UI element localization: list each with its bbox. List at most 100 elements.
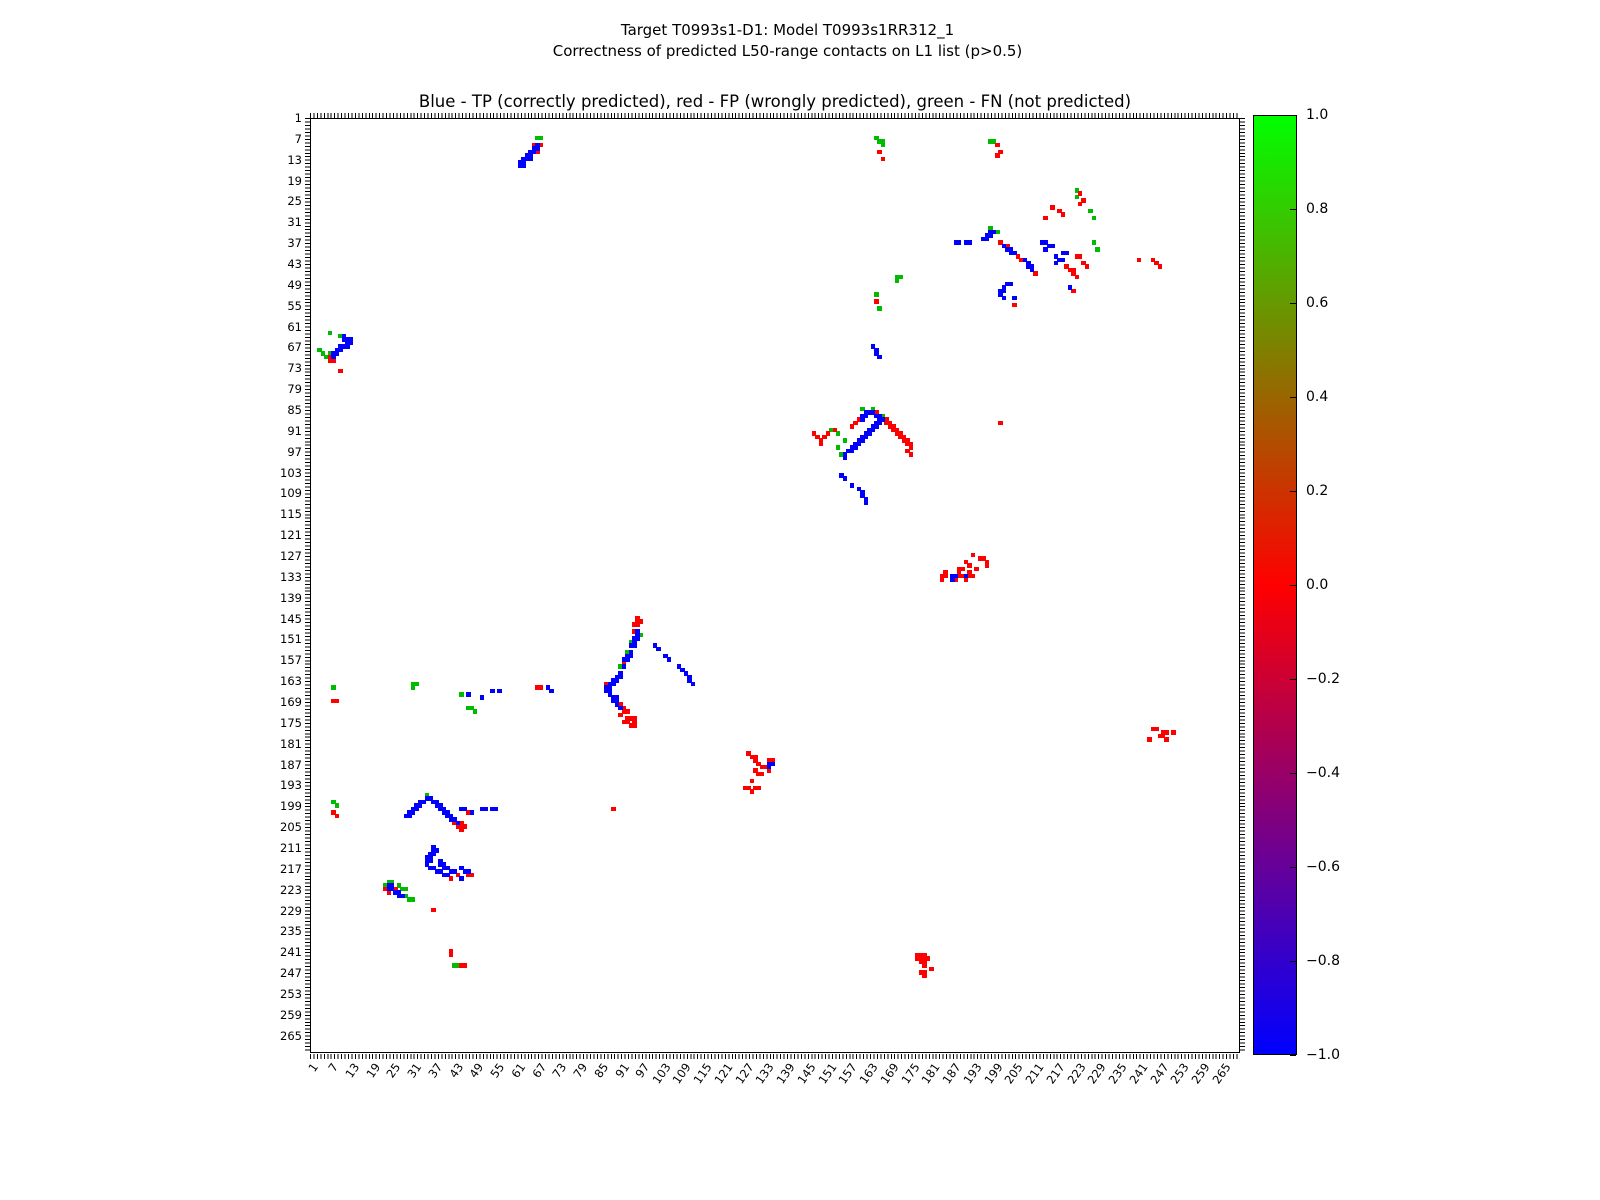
x-tick-label: 241 xyxy=(1126,1060,1151,1087)
y-tick-label: 181 xyxy=(280,736,302,751)
contact-point-fp xyxy=(925,956,931,961)
contact-point-fn xyxy=(538,135,544,141)
contact-point-tp xyxy=(967,240,972,245)
x-tick-label: 247 xyxy=(1147,1060,1172,1087)
x-tick-label: 169 xyxy=(877,1060,902,1087)
contact-point-fn xyxy=(410,685,416,690)
y-tick-label: 85 xyxy=(287,403,302,417)
colorbar-tick-label: −0.6 xyxy=(1306,859,1340,875)
contact-point-tp xyxy=(877,413,882,419)
figure-title-line1: Target T0993s1-D1: Model T0993s1RR312_1 xyxy=(620,21,955,39)
contact-point-fn xyxy=(1074,194,1080,200)
contact-point-tp xyxy=(428,858,433,864)
contact-point-tp xyxy=(870,410,876,415)
contact-point-tp xyxy=(1001,295,1007,301)
contact-point-tp xyxy=(1053,260,1059,266)
y-tick-label: 79 xyxy=(287,382,302,397)
contact-point-fp xyxy=(939,577,945,582)
contact-point-fp xyxy=(746,785,751,791)
contact-point-fp xyxy=(1157,733,1163,739)
colorbar-tick-mark xyxy=(1290,1054,1296,1056)
colorbar-tick-label: 1.0 xyxy=(1306,107,1329,123)
contact-point-fp xyxy=(770,758,775,763)
contact-point-tp xyxy=(448,869,454,874)
contact-point-fn xyxy=(874,292,879,297)
contact-point-fp xyxy=(753,768,758,773)
contact-point-tp xyxy=(770,761,775,767)
contact-point-fp xyxy=(766,768,772,773)
contact-point-fp xyxy=(981,556,986,561)
x-tick-label: 139 xyxy=(773,1060,798,1087)
contact-point-fp xyxy=(856,417,862,422)
contact-point-fp xyxy=(956,566,962,572)
x-tick-label: 73 xyxy=(549,1060,570,1081)
contact-point-fn xyxy=(410,897,416,902)
contact-point-tp xyxy=(874,347,879,353)
contact-point-fp xyxy=(977,556,983,561)
colorbar-tick-mark xyxy=(1290,866,1296,868)
contact-point-fp xyxy=(466,872,471,878)
contact-point-fp xyxy=(1012,302,1017,308)
contact-point-fp xyxy=(635,615,640,621)
contact-point-tp xyxy=(348,337,354,342)
contact-point-tp xyxy=(1060,250,1066,256)
contact-point-fp xyxy=(998,149,1003,155)
x-tick-label: 235 xyxy=(1105,1060,1130,1087)
contact-point-tp xyxy=(842,452,848,457)
contact-point-fn xyxy=(880,139,886,144)
contact-point-tp xyxy=(517,163,523,169)
contact-point-tp xyxy=(611,678,616,683)
contact-point-fn xyxy=(877,306,882,311)
contact-point-tp xyxy=(1039,240,1045,245)
contact-point-fn xyxy=(628,639,634,645)
contact-point-tp xyxy=(490,688,495,694)
contact-point-fp xyxy=(953,577,959,582)
contact-point-tp xyxy=(984,236,990,242)
contact-point-fp xyxy=(742,785,748,791)
contact-point-fp xyxy=(943,570,948,575)
contact-point-tp xyxy=(687,678,692,683)
y-tick-label: 19 xyxy=(287,173,302,188)
contact-point-fp xyxy=(922,970,927,975)
contact-point-tp xyxy=(417,799,423,805)
y-tick-label: 229 xyxy=(280,903,302,918)
contact-point-fp xyxy=(908,452,914,457)
contact-point-tp xyxy=(1012,250,1017,256)
y-axis-minor-ticks-left xyxy=(305,118,310,1053)
contact-point-fp xyxy=(970,552,976,558)
contact-point-tp xyxy=(459,865,464,871)
contact-point-tp xyxy=(842,455,848,461)
contact-point-tp xyxy=(877,354,882,360)
contact-point-tp xyxy=(441,810,447,815)
y-tick-label: 175 xyxy=(280,715,302,730)
x-tick-label: 103 xyxy=(649,1060,674,1087)
contact-point-fp xyxy=(984,559,990,565)
contact-point-fp xyxy=(327,354,333,360)
x-tick-label: 109 xyxy=(669,1060,695,1087)
contact-point-fp xyxy=(448,952,454,958)
contact-point-fn xyxy=(407,897,412,902)
contact-point-tp xyxy=(459,876,464,881)
contact-point-tp xyxy=(424,862,430,867)
contact-point-tp xyxy=(441,872,447,878)
contact-point-fp xyxy=(967,573,972,579)
contact-point-fp xyxy=(618,702,623,707)
contact-point-fp xyxy=(995,153,1000,158)
contact-point-tp xyxy=(652,643,658,648)
contact-point-tp xyxy=(956,240,962,245)
x-tick-label: 67 xyxy=(528,1060,549,1081)
contact-point-fp xyxy=(759,764,765,770)
contact-point-fp xyxy=(922,959,927,965)
contact-point-fp xyxy=(538,142,544,148)
contact-point-tp xyxy=(414,803,419,808)
x-tick-label: 115 xyxy=(690,1060,715,1087)
contact-point-tp xyxy=(338,344,343,349)
contact-point-fp xyxy=(918,952,924,958)
x-tick-label: 43 xyxy=(445,1060,466,1081)
contact-point-fp xyxy=(1019,257,1024,263)
contact-point-fp xyxy=(338,368,343,374)
x-tick-label: 7 xyxy=(325,1060,342,1075)
contact-point-fp xyxy=(625,716,630,721)
y-tick-label: 43 xyxy=(287,257,302,271)
contact-point-tp xyxy=(863,413,869,419)
